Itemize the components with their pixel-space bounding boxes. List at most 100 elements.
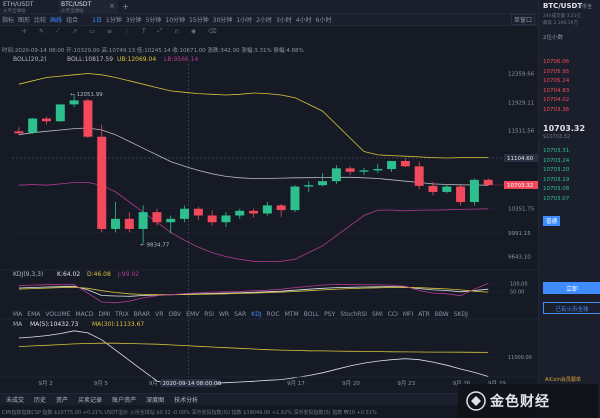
bid-price[interactable]: 10703.19	[543, 176, 570, 183]
channel-icon[interactable]: ≡	[106, 27, 112, 35]
date-axis-label: 9月 2	[39, 380, 53, 387]
toolbar-compare[interactable]: 比较	[34, 17, 47, 24]
indicator-tab-boll[interactable]: BOLL	[303, 311, 320, 318]
interval-5m[interactable]: 5分钟	[145, 17, 162, 24]
cursor-icon[interactable]: ✛	[22, 27, 28, 35]
interval-3h[interactable]: 3小时	[275, 17, 292, 24]
indicator-tab-stochrsi[interactable]: StochRSI	[340, 311, 367, 318]
pair-tab-btc[interactable]: BTC/USDT 火币全球站	[58, 0, 118, 14]
close-tab-icon[interactable]: ×	[109, 2, 115, 10]
indicator-tab-mtm[interactable]: MTM	[284, 311, 299, 318]
tab-open-orders[interactable]: 未成交	[6, 397, 25, 404]
indicator-tab-skdj[interactable]: SKDJ	[453, 311, 468, 318]
tab-technical-analysis[interactable]: 技术分析	[174, 397, 199, 404]
indicator-tab-bbw[interactable]: BBW	[434, 311, 449, 318]
tab-assets[interactable]: 资产	[56, 397, 69, 404]
indicator-tab-smi[interactable]: SMI	[371, 311, 383, 318]
candle-body	[373, 169, 383, 171]
ask-price[interactable]: 10705.95	[543, 68, 570, 75]
rp-footer[interactable]: AiCoin会员跟单	[545, 377, 581, 383]
window-mode-select[interactable]: 单窗口	[510, 14, 535, 25]
interval-6h[interactable]: 6小时	[315, 17, 332, 24]
ask-price[interactable]: 10704.83	[543, 87, 570, 94]
pair-tab-eth-sub: 火币全球站	[3, 9, 26, 14]
indicator-tab-ma[interactable]: MA	[13, 311, 23, 318]
tab-account-assets[interactable]: 账户资产	[112, 397, 137, 404]
pencil-icon[interactable]: ✎	[39, 27, 45, 35]
bid-price[interactable]: 10703.08	[543, 186, 570, 192]
text-icon[interactable]: T	[142, 27, 146, 35]
tab-depth-chart[interactable]: 深度图	[146, 397, 165, 404]
candle-body	[483, 179, 493, 185]
interval-15m[interactable]: 15分钟	[189, 17, 209, 24]
indicator-tab-brar[interactable]: BRAR	[133, 311, 151, 318]
add-tab-icon[interactable]: +	[122, 2, 129, 11]
toolbar-drawing[interactable]: 图形	[18, 17, 31, 24]
rp-volume: 24h成交量 3.21亿	[543, 14, 582, 19]
indicator-tab-atr[interactable]: ATR	[418, 311, 430, 318]
indicator-tab-ema[interactable]: EMA	[27, 311, 41, 318]
tab-history[interactable]: 历史	[34, 397, 47, 404]
kdj-legend-label: KDJ(9,3,3)	[13, 271, 43, 278]
date-axis-label: 9月 23	[397, 380, 415, 387]
indicator-tab-macd[interactable]: MACD	[75, 311, 94, 318]
candle-body	[442, 186, 452, 192]
ask-price[interactable]: 10704.02	[543, 97, 570, 103]
indicator-tab-rsi[interactable]: RSI	[204, 311, 214, 318]
indicator-tab-dmi[interactable]: DMI	[98, 311, 111, 318]
toolbar-indicators[interactable]: 指标	[2, 17, 15, 24]
interval-1h[interactable]: 1小时	[236, 17, 253, 24]
indicator-tab-vr[interactable]: VR	[155, 311, 164, 318]
interval-1d[interactable]: 1日	[92, 17, 102, 24]
indicator-tab-sar[interactable]: SAR	[234, 311, 247, 318]
indicator-tab-psy[interactable]: PSY	[324, 311, 336, 318]
bid-price[interactable]: 10703.20	[543, 167, 570, 173]
ask-price[interactable]: 10706.06	[543, 59, 570, 65]
bid-price[interactable]: 10703.31	[543, 148, 570, 154]
indicator-tab-mfi[interactable]: MFI	[402, 311, 414, 318]
interval-10m[interactable]: 10分钟	[165, 17, 186, 24]
indicator-tab-roc[interactable]: ROC	[266, 311, 280, 318]
interval-3m[interactable]: 3分钟	[125, 17, 142, 24]
toolbar-draw-line[interactable]: 画线	[50, 17, 63, 24]
indicator-tab-emv[interactable]: EMV	[186, 311, 200, 318]
line-icon[interactable]: ⟋	[56, 27, 61, 34]
indicator-tab-trix[interactable]: TRIX	[115, 311, 129, 318]
ask-price[interactable]: 10703.36	[543, 106, 570, 113]
ohlc-info-bar: 时间:2020-09-14 08:00 开:10329.00 高:10749.1…	[2, 48, 304, 54]
rp-trade-tab[interactable]: 普通	[543, 216, 561, 226]
fib-icon[interactable]: ⋮	[124, 27, 130, 35]
interval-30m[interactable]: 30分钟	[212, 17, 233, 24]
toolbar-combo[interactable]: 组合	[66, 17, 79, 24]
kdj-legend-j: J:99.92	[117, 271, 139, 278]
interval-1m[interactable]: 1分钟	[105, 17, 122, 24]
crosshair-price-text: 11104.60	[507, 156, 534, 162]
bid-price[interactable]: 10703.24	[543, 157, 570, 164]
interval-2h[interactable]: 2小时	[256, 17, 272, 24]
pair-tab-eth[interactable]: ETH/USDT 火币全球站	[0, 0, 54, 14]
boll-mid-line	[18, 127, 489, 186]
candle-body	[400, 160, 410, 167]
indicator-tab-wr[interactable]: WR	[218, 311, 230, 318]
existing-account-link[interactable]: 已有火币全球	[543, 302, 600, 314]
indicator-tab-cci[interactable]: CCI	[387, 311, 398, 318]
candle-body	[166, 218, 176, 223]
ray-icon[interactable]: ↗	[72, 27, 78, 35]
indicator-tab-volume[interactable]: VOLUME	[45, 311, 71, 318]
rp-last-price: 10703.32	[543, 124, 586, 133]
chart-canvas[interactable]: BOLL(20,2) BOLL:10817.59 UB:12069.04 LB:…	[0, 36, 538, 393]
eye-icon[interactable]: ◉	[190, 27, 197, 35]
measure-icon[interactable]: ⤢	[157, 27, 163, 34]
trash-icon[interactable]: ⌫	[208, 27, 217, 35]
ask-price[interactable]: 10705.24	[543, 78, 570, 84]
rect-icon[interactable]: ▭	[89, 27, 95, 35]
bid-price[interactable]: 10703.07	[543, 195, 570, 202]
login-button[interactable]: 立即	[543, 282, 600, 294]
interval-4h[interactable]: 4小时	[295, 17, 312, 24]
indicator-tab-kdj[interactable]: KDJ	[251, 311, 262, 318]
indicator-tab-obv[interactable]: OBV	[168, 311, 182, 318]
tab-trade-records[interactable]: 买卖记录	[78, 397, 103, 404]
magnet-icon[interactable]: ∩	[174, 27, 179, 35]
rp-precision[interactable]: 2位小数	[543, 35, 563, 41]
indicator-tabs-kdj: MA EMA VOLUME MACD DMI TRIX BRAR VR OBV EMV RSI WR S…	[13, 311, 468, 318]
